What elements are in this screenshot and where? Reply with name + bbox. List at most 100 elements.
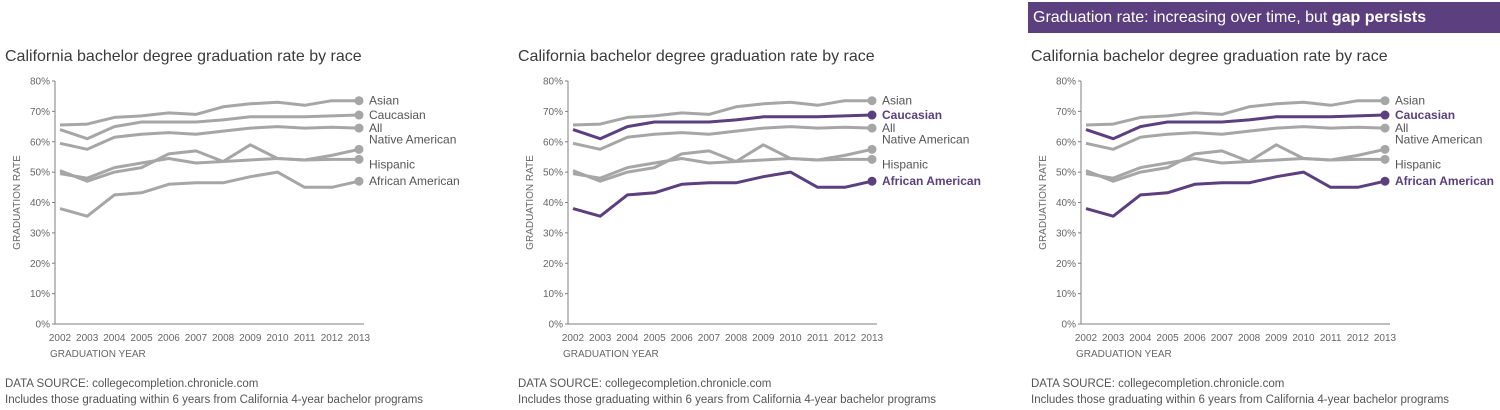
x-tick-label: 2003 <box>589 333 612 344</box>
x-tick-label: 2011 <box>294 333 316 344</box>
series-endpoint-caucasian <box>867 110 877 120</box>
series-label-all: All <box>1395 121 1408 135</box>
series-line-caucasian <box>1085 113 1386 141</box>
series-line-african-american <box>1085 170 1386 218</box>
x-tick-label: 2003 <box>1102 333 1125 344</box>
y-tick-label: 0% <box>36 320 51 331</box>
series-label-asian: Asian <box>882 94 912 108</box>
chart-title: California bachelor degree graduation ra… <box>1031 48 1388 65</box>
series-label-african-american: African American <box>369 174 460 188</box>
series-endpoint-hispanic <box>867 154 877 164</box>
series-label-african-american: African American <box>882 174 981 188</box>
x-tick-label: 2008 <box>1238 333 1261 344</box>
y-tick-label: 40% <box>543 198 563 209</box>
y-tick-label: 30% <box>543 228 563 239</box>
series-line-african-american <box>59 170 360 218</box>
x-tick-label: 2013 <box>348 333 371 344</box>
y-tick-label: 40% <box>30 198 50 209</box>
series-endpoint-caucasian <box>354 110 364 120</box>
x-tick-label: 2004 <box>616 333 639 344</box>
line-chart: 0% 10% 20% 30% 40% 50% 60% 70% 80% 2002 2003 2004 20… <box>525 77 981 361</box>
series-endpoint-all <box>1380 123 1390 133</box>
y-tick-label: 60% <box>1056 137 1076 148</box>
x-tick-label: 2011 <box>1320 333 1342 344</box>
series-endpoint-african-american <box>867 176 877 186</box>
x-tick-label: 2012 <box>321 333 344 344</box>
series-label-caucasian: Caucasian <box>1395 108 1455 122</box>
x-tick-label: 2003 <box>76 333 99 344</box>
series-label-caucasian: Caucasian <box>882 108 942 122</box>
series-label-caucasian: Caucasian <box>369 108 426 122</box>
series-line-asian <box>572 99 872 127</box>
series-line-african-american <box>572 170 873 218</box>
y-tick-label: 70% <box>1056 107 1076 118</box>
x-tick-label: 2009 <box>239 333 262 344</box>
banner-bold-text: gap persists <box>1331 9 1427 26</box>
series-endpoint-asian <box>354 96 364 106</box>
x-tick-label: 2002 <box>562 333 585 344</box>
x-tick-label: 2005 <box>1156 333 1179 344</box>
x-tick-label: 2010 <box>266 333 289 344</box>
y-tick-label: 20% <box>30 259 50 270</box>
y-tick-label: 80% <box>1056 77 1076 88</box>
series-line-caucasian <box>59 113 360 141</box>
x-tick-label: 2013 <box>1374 333 1397 344</box>
y-tick-label: 10% <box>1056 289 1076 300</box>
y-tick-label: 50% <box>1056 168 1076 179</box>
line-chart: 0% 10% 20% 30% 40% 50% 60% 70% 80% 2002 2003 2004 20… <box>1038 77 1494 361</box>
y-tick-label: 30% <box>30 228 50 239</box>
y-tick-label: 10% <box>30 289 50 300</box>
x-tick-label: 2005 <box>130 333 153 344</box>
series-label-hispanic: Hispanic <box>369 157 415 171</box>
x-tick-label: 2010 <box>779 333 802 344</box>
series-endpoint-caucasian <box>1380 110 1390 120</box>
series-endpoint-hispanic <box>354 154 364 164</box>
x-tick-label: 2002 <box>1075 333 1098 344</box>
series-label-native-american: Native American <box>1395 132 1482 146</box>
series-endpoint-native-american <box>354 144 364 154</box>
y-axis-title: GRADUATION RATE <box>12 155 23 250</box>
series-endpoint-native-american <box>867 144 877 154</box>
y-tick-label: 30% <box>1056 228 1076 239</box>
y-axis-title: GRADUATION RATE <box>525 155 536 250</box>
data-source-text: DATA SOURCE: collegecompletion.chronicle… <box>5 378 259 390</box>
data-source-text: DATA SOURCE: collegecompletion.chronicle… <box>1031 378 1285 390</box>
series-endpoint-all <box>354 123 364 133</box>
series-line-all <box>59 125 360 151</box>
series-label-native-american: Native American <box>882 132 969 146</box>
x-tick-label: 2004 <box>1129 333 1152 344</box>
y-tick-label: 40% <box>1056 198 1076 209</box>
y-tick-label: 60% <box>30 137 50 148</box>
series-line-all <box>572 125 873 151</box>
series-endpoint-asian <box>1380 96 1390 106</box>
series-label-all: All <box>369 121 382 135</box>
y-tick-label: 0% <box>1062 320 1077 331</box>
series-line-hispanic <box>572 157 872 180</box>
series-endpoint-african-american <box>354 176 364 186</box>
y-tick-label: 20% <box>543 259 563 270</box>
footnote-text: Includes those graduating within 6 years… <box>5 394 424 406</box>
chart-panel-2: California bachelor degree graduation ra… <box>513 40 1013 410</box>
x-tick-label: 2007 <box>185 333 208 344</box>
series-endpoint-african-american <box>1380 176 1390 186</box>
series-label-african-american: African American <box>1395 174 1494 188</box>
y-tick-label: 80% <box>543 77 563 88</box>
chart-panel-3: California bachelor degree graduation ra… <box>1026 40 1500 410</box>
footnote-text: Includes those graduating within 6 years… <box>518 394 937 406</box>
banner-text: Graduation rate: increasing over time, b… <box>1033 9 1332 26</box>
takeaway-banner: Graduation rate: increasing over time, b… <box>1028 2 1500 33</box>
series-endpoint-native-american <box>1380 144 1390 154</box>
series-label-hispanic: Hispanic <box>1395 157 1441 171</box>
series-endpoint-hispanic <box>1380 154 1390 164</box>
series-label-all: All <box>882 121 895 135</box>
x-axis-title: GRADUATION YEAR <box>1076 349 1172 360</box>
x-tick-label: 2008 <box>212 333 235 344</box>
x-tick-label: 2012 <box>1347 333 1370 344</box>
x-tick-label: 2011 <box>807 333 829 344</box>
y-tick-label: 20% <box>1056 259 1076 270</box>
x-tick-label: 2008 <box>725 333 748 344</box>
x-tick-label: 2005 <box>643 333 666 344</box>
y-tick-label: 70% <box>30 107 50 118</box>
x-tick-label: 2007 <box>1211 333 1234 344</box>
x-tick-label: 2013 <box>861 333 884 344</box>
